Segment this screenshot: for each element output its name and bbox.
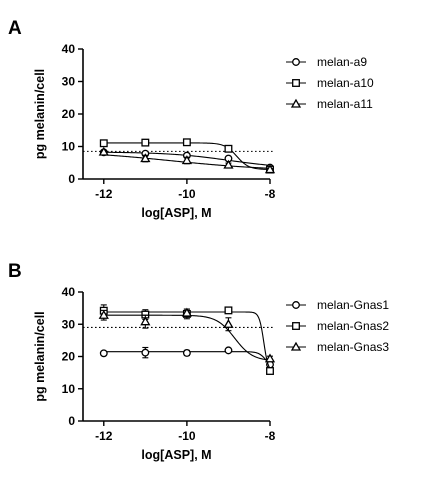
legend-label: melan-Gnas1 bbox=[317, 298, 389, 312]
legend-label: melan-a9 bbox=[317, 55, 367, 69]
x-tick-label: -12 bbox=[95, 187, 113, 201]
y-tick-label: 30 bbox=[62, 317, 76, 331]
data-point bbox=[99, 349, 108, 358]
data-point bbox=[224, 144, 233, 153]
data-point bbox=[264, 353, 276, 363]
data-point bbox=[98, 146, 109, 156]
x-axis-title: log[ASP], M bbox=[141, 448, 211, 462]
y-tick-label: 40 bbox=[62, 285, 76, 299]
data-point bbox=[181, 307, 193, 317]
legend-marker bbox=[290, 98, 302, 108]
y-tick-label: 0 bbox=[68, 414, 75, 428]
panel-b: B 0 10 20 30 40 -12 -10 -8 log[ASP], M pg melanin… bbox=[8, 261, 389, 462]
data-point bbox=[223, 318, 234, 328]
y-tick-label: 30 bbox=[62, 75, 76, 89]
x-axis-title: log[ASP], M bbox=[141, 206, 211, 220]
legend-label: melan-Gnas3 bbox=[317, 340, 389, 354]
legend-entry: melan-Gnas2 bbox=[286, 319, 389, 333]
panel-a: A 0 10 20 30 40 -12 -10 -8 log[ASP], M pg melanin… bbox=[8, 18, 374, 220]
legend-marker bbox=[292, 79, 300, 87]
data-point bbox=[224, 346, 233, 355]
data-point bbox=[224, 306, 233, 315]
x-tick-label: -8 bbox=[265, 429, 276, 443]
panel-letter-a: A bbox=[8, 18, 22, 39]
legend-marker bbox=[292, 322, 300, 330]
legend-label: melan-a11 bbox=[317, 97, 373, 111]
data-point bbox=[182, 138, 191, 147]
y-tick-label: 10 bbox=[62, 382, 76, 396]
x-tick-label: -10 bbox=[178, 187, 196, 201]
y-tick-label: 20 bbox=[62, 350, 76, 364]
data-point bbox=[141, 348, 150, 357]
y-tick-label: 40 bbox=[62, 42, 76, 56]
series-triangle bbox=[98, 146, 276, 174]
y-tick-label: 10 bbox=[62, 140, 76, 154]
data-point bbox=[99, 139, 108, 148]
data-point bbox=[140, 316, 151, 326]
x-tick-label: -12 bbox=[95, 429, 113, 443]
legend-entry: melan-a11 bbox=[286, 97, 373, 111]
y-tick-label: 20 bbox=[62, 107, 76, 121]
data-point bbox=[264, 164, 276, 174]
y-axis-title: pg melanin/cell bbox=[33, 311, 47, 401]
data-point bbox=[98, 309, 109, 319]
legend-marker bbox=[290, 341, 302, 351]
data-point bbox=[266, 367, 274, 375]
fit-curve bbox=[103, 311, 271, 369]
legend-entry: melan-Gnas3 bbox=[286, 340, 389, 354]
series-triangle bbox=[98, 307, 276, 363]
series-circle bbox=[99, 346, 274, 369]
data-point bbox=[223, 159, 234, 169]
panel-letter-b: B bbox=[8, 261, 22, 282]
data-point bbox=[140, 153, 151, 163]
data-point bbox=[182, 349, 191, 357]
legend-marker bbox=[292, 58, 300, 66]
y-tick-label: 0 bbox=[68, 172, 75, 186]
legend-label: melan-Gnas2 bbox=[317, 319, 389, 333]
legend-label: melan-a10 bbox=[317, 76, 374, 90]
x-tick-label: -8 bbox=[265, 187, 276, 201]
data-point bbox=[141, 138, 150, 147]
x-tick-label: -10 bbox=[178, 429, 196, 443]
legend-marker bbox=[292, 301, 300, 309]
y-axis-title: pg melanin/cell bbox=[33, 69, 47, 159]
legend-entry: melan-Gnas1 bbox=[286, 298, 389, 312]
data-point bbox=[181, 155, 193, 165]
legend-entry: melan-a10 bbox=[286, 76, 374, 90]
legend-entry: melan-a9 bbox=[286, 55, 367, 69]
